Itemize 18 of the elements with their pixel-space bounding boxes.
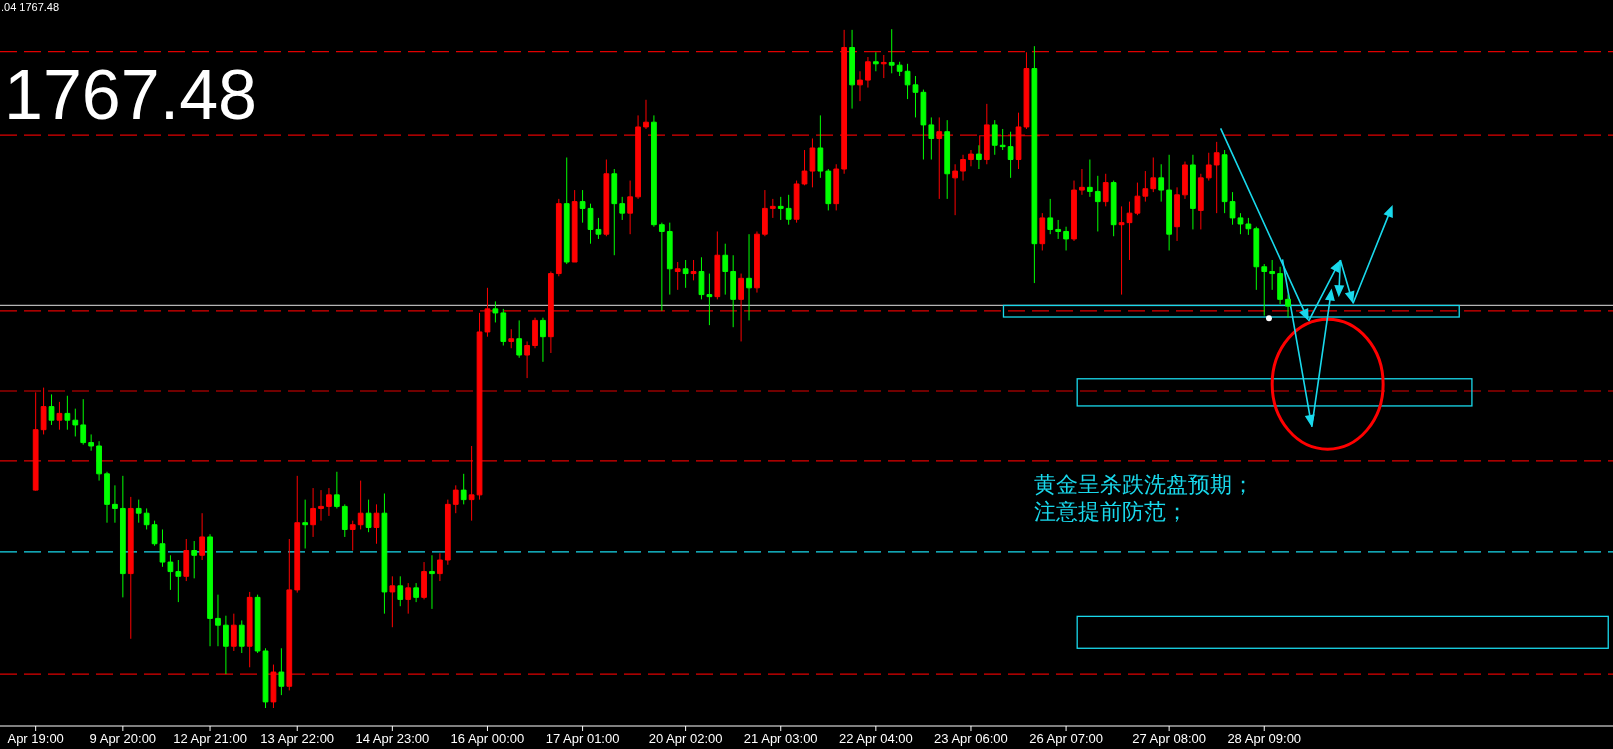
annotation: 黄金呈杀跌洗盘预期； [1034, 472, 1254, 497]
x-tick-label: 21 Apr 03:00 [743, 731, 818, 746]
x-tick-label: 27 Apr 08:00 [1132, 731, 1206, 746]
x-tick-label: Apr 19:00 [7, 731, 64, 746]
x-tick-label: 26 Apr 07:00 [1029, 731, 1103, 746]
x-tick-label: 20 Apr 02:00 [648, 731, 723, 746]
x-tick-label: 22 Apr 04:00 [839, 731, 913, 746]
x-tick-label: 9 Apr 20:00 [89, 731, 157, 746]
x-tick-label: 28 Apr 09:00 [1227, 731, 1302, 746]
annotation: .04 1767.48 [1, 1, 60, 13]
x-tick-label: 13 Apr 22:00 [260, 731, 335, 746]
x-tick-label: 14 Apr 23:00 [355, 731, 430, 746]
annotation: 注意提前防范； [1034, 499, 1188, 524]
x-tick-label: 17 Apr 01:00 [545, 731, 620, 746]
x-tick-label: 16 Apr 00:00 [450, 731, 525, 746]
annotation: 1767.48 [4, 56, 258, 134]
x-tick-label: 12 Apr 21:00 [173, 731, 247, 746]
x-tick-label: 23 Apr 06:00 [934, 731, 1008, 746]
